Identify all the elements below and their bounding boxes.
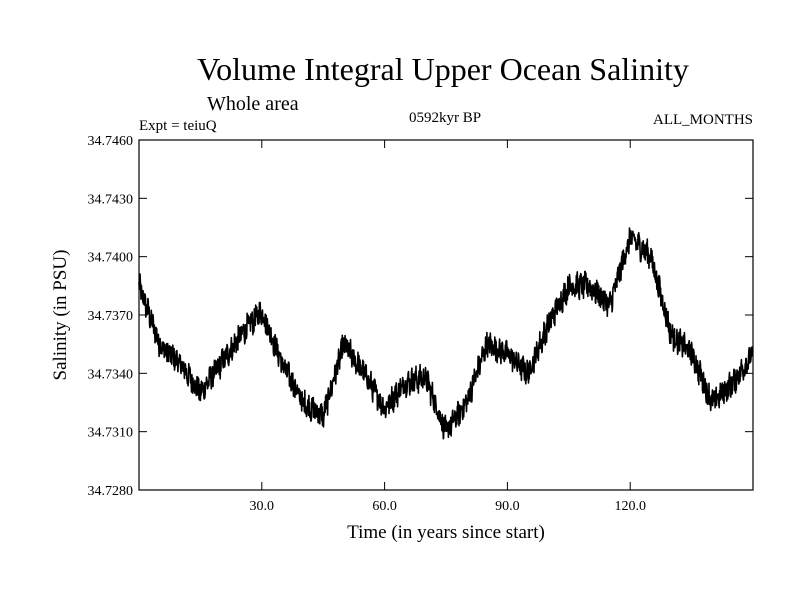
x-tick-label: 120.0 (614, 499, 646, 514)
x-tick-label: 90.0 (495, 499, 520, 514)
months-label: ALL_MONTHS (653, 112, 753, 128)
x-axis: 30.0 60.0 90.0 120.0 (250, 140, 646, 514)
y-axis: 34.7280 34.7310 34.7340 34.7370 34.7400 34.74… (88, 134, 753, 499)
plot-frame (138, 139, 754, 491)
period-label: 0592kyr BP (409, 110, 481, 126)
y-tick-label: 34.7370 (88, 309, 134, 324)
x-axis-label: Time (in years since start) (347, 522, 545, 543)
x-tick-label: 30.0 (250, 499, 275, 514)
y-tick-label: 34.7400 (88, 251, 134, 266)
salinity-series-line (138, 227, 754, 440)
y-axis-label: Salinity (in PSU) (50, 250, 71, 381)
y-tick-label: 34.7430 (88, 192, 134, 207)
y-tick-label: 34.7280 (88, 484, 134, 499)
y-tick-label: 34.7460 (88, 134, 134, 149)
x-tick-label: 60.0 (372, 499, 397, 514)
y-tick-label: 34.7340 (88, 367, 134, 382)
experiment-label: Expt = teiuQ (139, 118, 217, 134)
y-tick-label: 34.7310 (88, 426, 134, 441)
chart-title: Volume Integral Upper Ocean Salinity (197, 51, 689, 87)
chart-subtitle: Whole area (207, 93, 299, 115)
